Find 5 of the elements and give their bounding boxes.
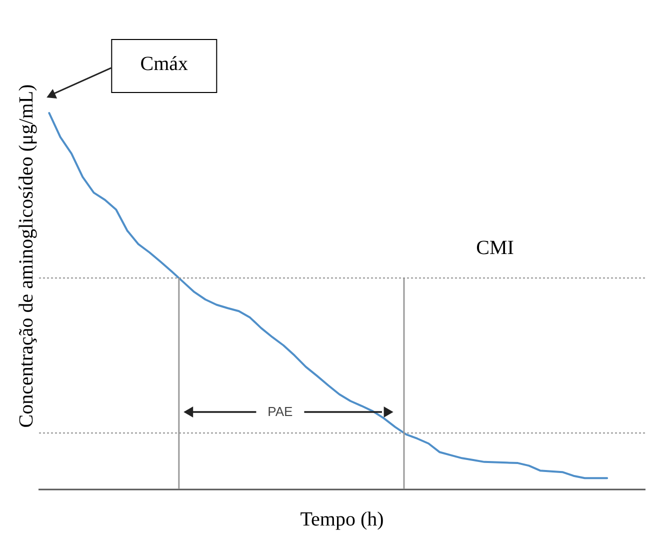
x-axis-title: Tempo (h)	[300, 508, 384, 530]
y-axis-title: Concentração de aminoglicosídeo (μg/mL)	[16, 84, 38, 428]
annotation: PAE	[268, 404, 294, 419]
ref-line-label: CMI	[476, 237, 514, 260]
text: Cmáx	[140, 52, 188, 75]
